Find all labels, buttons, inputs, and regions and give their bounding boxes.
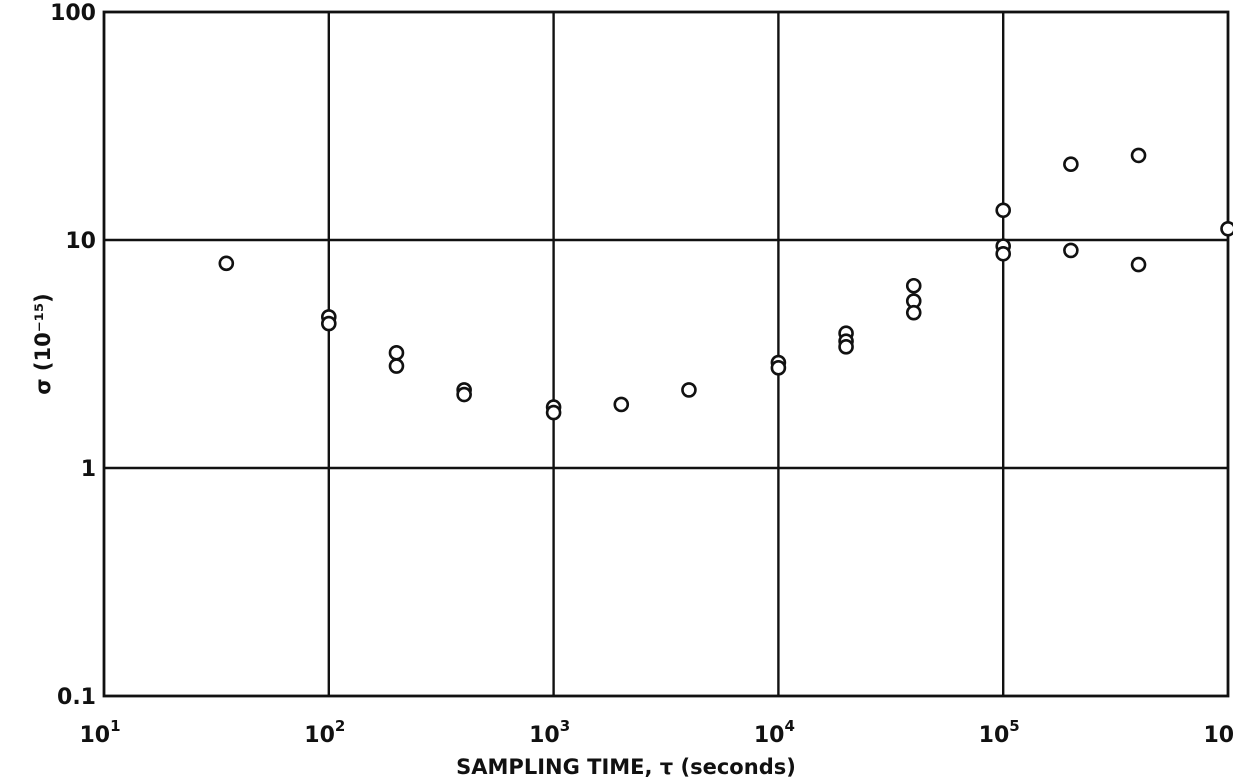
data-points bbox=[218, 147, 1233, 421]
data-point bbox=[1130, 147, 1147, 164]
data-point bbox=[995, 202, 1012, 219]
data-point bbox=[320, 315, 337, 332]
plot-frame bbox=[102, 10, 1230, 698]
x-tick-label: 102 bbox=[304, 717, 345, 748]
data-point bbox=[905, 277, 922, 294]
x-tick-labels: 101 102 103 104 105 106 bbox=[79, 717, 1233, 748]
x-axis-title: SAMPLING TIME, τ (seconds) bbox=[456, 755, 796, 779]
data-point bbox=[681, 382, 697, 398]
data-point bbox=[995, 245, 1012, 262]
x-tick-label: 101 bbox=[79, 717, 120, 748]
data-point bbox=[770, 360, 787, 376]
data-point bbox=[456, 386, 472, 403]
y-tick-label: 10 bbox=[65, 229, 96, 254]
x-tick-label: 105 bbox=[979, 717, 1020, 748]
data-point bbox=[1220, 220, 1233, 237]
x-tick-label: 104 bbox=[754, 717, 795, 748]
x-tick-label: 103 bbox=[529, 717, 570, 748]
data-point bbox=[905, 304, 922, 321]
grid bbox=[104, 12, 1228, 696]
y-tick-label: 1 bbox=[81, 457, 96, 482]
data-point bbox=[1063, 156, 1079, 173]
data-point bbox=[613, 396, 630, 413]
data-point bbox=[1063, 242, 1079, 259]
data-point bbox=[218, 255, 235, 272]
data-point bbox=[388, 345, 405, 361]
y-axis-title: σ (10⁻¹⁵) bbox=[31, 293, 55, 395]
data-point bbox=[838, 339, 854, 355]
y-tick-label: 100 bbox=[50, 1, 96, 26]
data-point bbox=[545, 404, 562, 421]
y-tick-label: 0.1 bbox=[57, 685, 96, 710]
data-point bbox=[388, 358, 405, 374]
y-tick-labels: 0.1 1 10 100 bbox=[50, 1, 96, 710]
x-tick-label: 106 bbox=[1203, 717, 1233, 748]
data-point bbox=[1130, 256, 1147, 273]
